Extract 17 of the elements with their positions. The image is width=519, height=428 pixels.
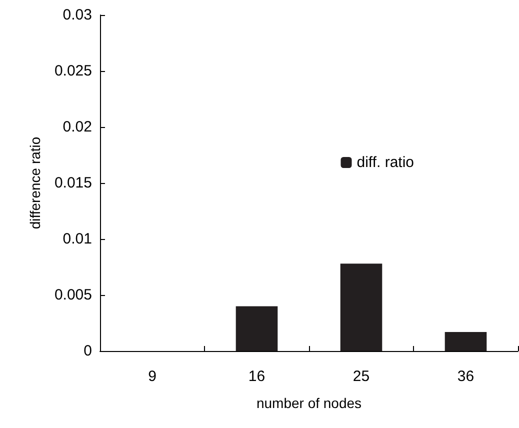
y-tick-label: 0.025 <box>54 62 92 80</box>
x-tick-label: 25 <box>352 368 370 385</box>
x-axis-title: number of nodes <box>256 395 362 411</box>
y-axis-title: difference ratio <box>27 136 43 230</box>
bar <box>236 306 278 351</box>
y-tick-label: 0 <box>84 342 92 360</box>
y-tick-label: 0.02 <box>62 118 92 136</box>
y-tick-label: 0.005 <box>54 286 92 304</box>
bar <box>444 332 487 351</box>
x-tick-label: 9 <box>148 368 156 385</box>
bar <box>340 264 382 351</box>
y-tick-label: 0.015 <box>54 174 92 192</box>
x-tick-label: 16 <box>248 368 266 385</box>
x-tick-label: 36 <box>457 368 474 385</box>
y-tick-label: 0.03 <box>62 6 92 24</box>
y-tick-label: 0.01 <box>62 230 92 248</box>
legend-label: diff. ratio <box>356 154 414 171</box>
